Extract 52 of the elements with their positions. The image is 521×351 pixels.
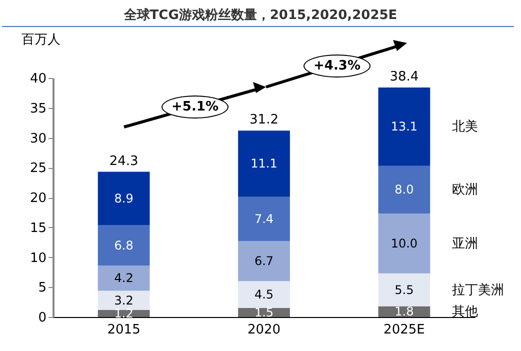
y-tick-label: 35 xyxy=(30,101,46,116)
series-label: 亚洲 xyxy=(452,236,478,252)
y-tick-label: 40 xyxy=(30,72,46,86)
bar xyxy=(238,196,290,242)
data-label: 8.0 xyxy=(394,182,414,197)
bar xyxy=(98,266,150,291)
series-label: 北美 xyxy=(452,118,478,135)
bar xyxy=(98,224,150,266)
data-label: 1.8 xyxy=(394,304,414,319)
annotation: +5.1% xyxy=(162,96,228,118)
bar xyxy=(238,241,290,282)
y-tick-label: 10 xyxy=(30,250,46,266)
bar xyxy=(238,281,290,308)
bar xyxy=(378,88,430,166)
data-label: 3.2 xyxy=(114,293,134,308)
data-label: 4.2 xyxy=(114,271,134,286)
y-tick-label: 0 xyxy=(38,310,46,326)
data-label: 8.9 xyxy=(114,191,134,206)
total-label: 24.3 xyxy=(109,154,138,169)
data-label: 1.5 xyxy=(254,306,274,320)
total-label: 38.4 xyxy=(390,70,419,85)
data-label: 5.5 xyxy=(394,282,414,297)
y-tick-label: 15 xyxy=(30,220,46,236)
y-tick-label: 30 xyxy=(30,131,46,146)
bar xyxy=(378,306,430,317)
data-label: 7.4 xyxy=(254,212,274,226)
data-label: 13.1 xyxy=(390,120,418,134)
total-label: 31.2 xyxy=(250,112,278,128)
y-axis-title: 百万人 xyxy=(22,32,60,48)
bar xyxy=(378,273,430,306)
bar xyxy=(98,290,150,310)
series-label: 其他 xyxy=(452,304,478,320)
data-label: 1.2 xyxy=(114,306,134,320)
y-tick-label: 20 xyxy=(30,191,46,206)
x-tick-label: 2025E xyxy=(384,322,425,338)
bar xyxy=(238,130,290,197)
y-tick-label: 5 xyxy=(38,280,46,296)
text: +4.3% xyxy=(304,54,370,78)
chart-title: 全球TCG游戏粉丝数量，2015,2020,2025E xyxy=(122,7,398,24)
data-label: 10.0 xyxy=(390,236,418,251)
data-label: 4.5 xyxy=(254,288,274,302)
x-tick-label: 2020 xyxy=(247,322,281,338)
bar xyxy=(378,166,430,214)
bar xyxy=(378,214,430,274)
data-label: 6.7 xyxy=(254,254,274,268)
series-label: 欧洲 xyxy=(452,182,478,198)
x-tick-label: 2015 xyxy=(107,322,140,338)
y-tick-label: 25 xyxy=(30,161,46,176)
series-label: 拉丁美洲 xyxy=(452,282,504,298)
bar xyxy=(98,172,150,225)
data-label: 11.1 xyxy=(250,156,278,171)
data-label: 6.8 xyxy=(114,238,134,252)
